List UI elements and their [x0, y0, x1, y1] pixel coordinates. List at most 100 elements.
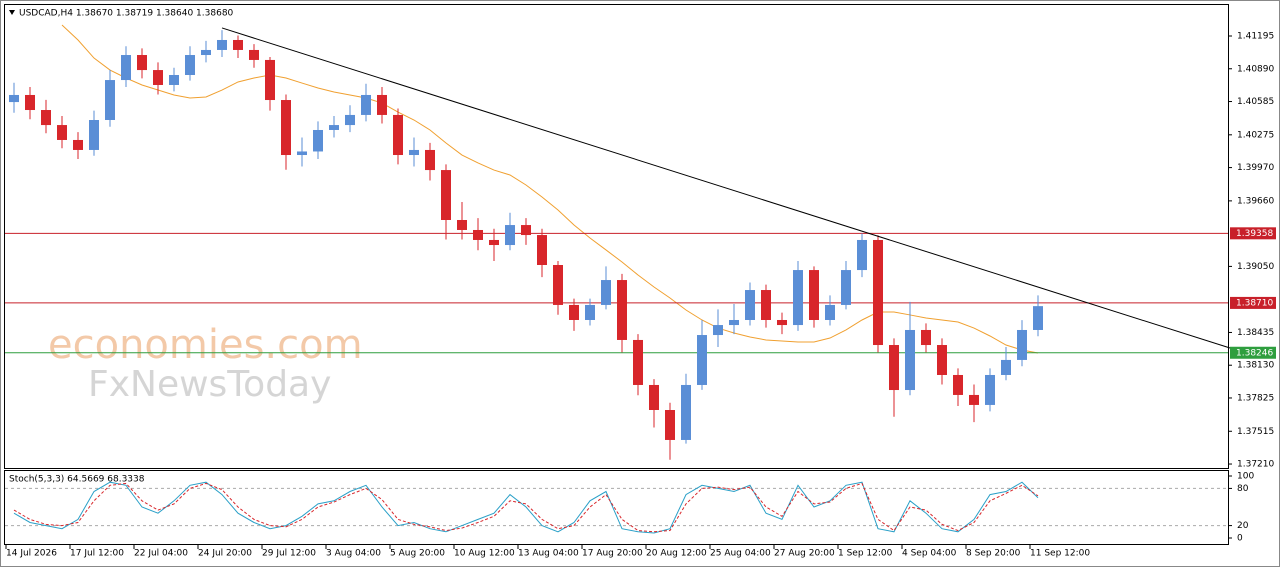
y-tick-label: 80 — [1237, 484, 1249, 494]
x-tick-label: 17 Jul 12:00 — [70, 549, 124, 559]
candle-body — [489, 239, 499, 246]
candle-body — [537, 235, 547, 265]
y-tick-label: 1.38130 — [1237, 361, 1274, 371]
stoch-main — [13, 481, 1039, 534]
y-tick-label: 1.39660 — [1237, 196, 1274, 206]
candle-body — [777, 319, 787, 326]
y-tick-label: 1.39050 — [1237, 262, 1274, 272]
candle-body — [521, 225, 531, 236]
x-tick-label: 27 Aug 20:00 — [774, 549, 835, 559]
candle-body — [617, 280, 627, 340]
candle-body — [1033, 306, 1043, 330]
stoch-signal — [13, 482, 1039, 533]
x-tick-label: 25 Aug 04:00 — [710, 549, 771, 559]
candle-body — [745, 290, 755, 320]
candle-body — [585, 304, 595, 320]
candle-body — [217, 39, 227, 50]
candle-body — [329, 125, 339, 130]
candle-body — [457, 219, 467, 230]
y-tick-label: 1.40275 — [1237, 130, 1274, 140]
trendline — [221, 27, 1231, 349]
y-tick-label: 1.37210 — [1237, 460, 1274, 470]
price-level-tag — [1230, 346, 1276, 359]
candle-body — [873, 239, 883, 346]
candle-body — [905, 329, 915, 391]
y-tick-label: 100 — [1237, 472, 1254, 482]
candle-body — [169, 74, 179, 85]
candle-body — [601, 280, 611, 305]
candle-body — [681, 384, 691, 440]
candle-body — [89, 120, 99, 150]
candle-body — [425, 149, 435, 171]
candle-body — [473, 229, 483, 240]
candle-body — [361, 94, 371, 115]
price-level-tag — [1230, 227, 1276, 240]
candle-body — [137, 55, 147, 71]
y-tick-label: 1.40890 — [1237, 64, 1274, 74]
candle-body — [569, 304, 579, 320]
candle-body — [985, 374, 995, 405]
candle-body — [377, 94, 387, 115]
candle-body — [41, 110, 51, 126]
main-panel — [4, 4, 1229, 469]
x-tick-label: 8 Sep 20:00 — [966, 549, 1021, 559]
candle-body — [729, 319, 739, 326]
candle-body — [505, 225, 515, 246]
candle-body — [121, 55, 131, 81]
candle-body — [633, 339, 643, 385]
candle-body — [649, 384, 659, 410]
candle-body — [105, 80, 115, 120]
x-tick-label: 3 Aug 04:00 — [326, 549, 381, 559]
price-level-label: 1.38710 — [1236, 298, 1273, 308]
x-tick-label: 24 Jul 20:00 — [198, 549, 252, 559]
x-tick-label: 5 Aug 20:00 — [390, 549, 445, 559]
candle-body — [25, 94, 35, 111]
y-tick-label: 1.38435 — [1237, 328, 1274, 338]
candle-body — [809, 270, 819, 320]
candle-body — [825, 304, 835, 320]
candle-body — [9, 94, 19, 103]
x-tick-label: 29 Jul 12:00 — [262, 549, 316, 559]
candle-body — [265, 59, 275, 101]
x-tick-label: 4 Sep 04:00 — [902, 549, 957, 559]
candle-body — [889, 345, 899, 391]
candle-body — [857, 239, 867, 271]
y-tick-label: 1.37825 — [1237, 393, 1274, 403]
candle-body — [185, 55, 195, 75]
price-level-tag — [1230, 296, 1276, 309]
price-level-label: 1.38246 — [1236, 348, 1273, 358]
x-tick-label: 13 Aug 04:00 — [518, 549, 579, 559]
stoch-panel — [4, 470, 1229, 545]
candle-body — [665, 410, 675, 440]
candle-body — [841, 270, 851, 305]
candle-body — [793, 270, 803, 326]
candle-body — [441, 170, 451, 220]
candle-body — [761, 290, 771, 320]
watermark: economies.com — [48, 322, 363, 368]
watermark: FxNewsToday — [88, 364, 331, 405]
candle-body — [953, 374, 963, 395]
candle-body — [921, 329, 931, 346]
menu-arrow[interactable] — [9, 10, 15, 15]
candle-body — [409, 149, 419, 156]
candle-body — [697, 335, 707, 385]
candle-body — [937, 345, 947, 375]
y-tick-label: 1.40585 — [1237, 97, 1274, 107]
candle-body — [249, 49, 259, 60]
candle-body — [201, 49, 211, 56]
candle-body — [153, 70, 163, 85]
chart-header: USDCAD,H4 1.38670 1.38719 1.38640 1.3868… — [19, 9, 234, 19]
candle-body — [297, 151, 307, 156]
y-tick-label: 1.41195 — [1237, 32, 1274, 42]
candle-body — [73, 139, 83, 150]
candle-body — [393, 114, 403, 156]
candle-body — [345, 114, 355, 126]
y-tick-label: 1.37515 — [1237, 427, 1274, 437]
x-tick-label: 10 Aug 12:00 — [454, 549, 515, 559]
candle-body — [713, 325, 723, 336]
y-tick-label: 0 — [1237, 533, 1243, 543]
stoch-label: Stoch(5,3,3) 64.5669 68.3338 — [9, 475, 145, 485]
x-tick-label: 17 Aug 20:00 — [582, 549, 643, 559]
